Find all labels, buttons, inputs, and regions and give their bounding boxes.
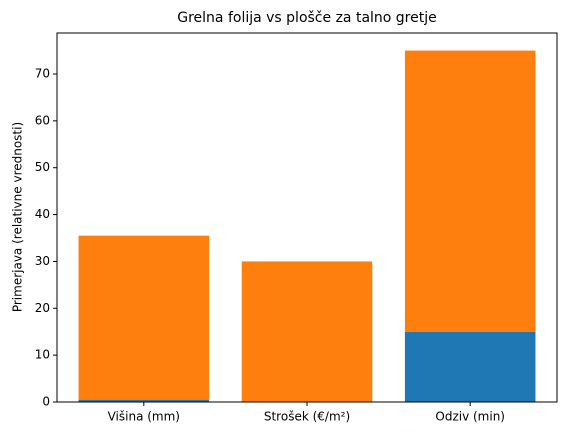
x-tick-label: Strošek (€/m²) [264, 410, 350, 424]
bar-segment [404, 331, 536, 402]
chart-title: Grelna folija vs plošče za talno gretje [177, 10, 437, 26]
y-tick-label: 50 [35, 160, 50, 174]
y-tick-label: 10 [35, 348, 50, 362]
plot-frame [56, 32, 558, 403]
y-axis-label: Primerjava (relativne vrednosti) [11, 122, 25, 312]
x-tick-label: Odziv (min) [435, 410, 505, 424]
bar-segment [241, 261, 373, 402]
y-tick-label: 30 [35, 254, 50, 268]
y-tick-label: 60 [35, 113, 50, 127]
bar-segment [404, 50, 536, 332]
x-tick-label: Višina (mm) [108, 410, 180, 424]
bar-segment [78, 399, 210, 402]
y-tick-label: 20 [35, 301, 50, 315]
bar-segment [78, 235, 210, 400]
y-tick-label: 40 [35, 207, 50, 221]
y-tick-label: 0 [42, 395, 50, 409]
y-tick-label: 70 [35, 67, 50, 81]
